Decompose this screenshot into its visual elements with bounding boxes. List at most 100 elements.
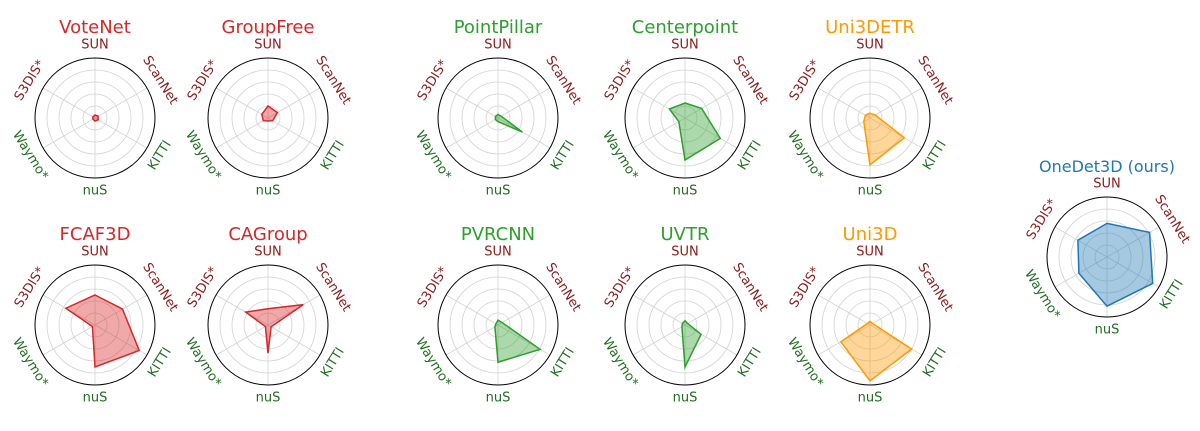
axis-label-nus: nuS — [83, 391, 108, 406]
grid-spoke — [632, 117, 686, 149]
axis-label-scannet: ScanNet — [542, 53, 584, 107]
grid-spoke — [215, 324, 269, 356]
grid-spoke — [497, 294, 551, 326]
chart-title: CAGroup — [228, 224, 307, 245]
chart-title: Centerpoint — [632, 17, 739, 38]
grid-spoke — [94, 294, 148, 326]
grid-spoke — [684, 87, 738, 119]
grid-spoke — [869, 324, 923, 356]
axis-label-waymo: Waymo* — [1021, 267, 1063, 322]
series-area — [494, 113, 523, 133]
radar-panel-pointpillar: PointPillarSUNScanNetKITTInuSWaymo*S3DIS… — [412, 17, 584, 199]
grid-spoke — [497, 117, 551, 149]
axis-label-nus: nuS — [1095, 323, 1120, 338]
series-area — [260, 104, 279, 122]
axis-label-waymo: Waymo* — [182, 335, 224, 390]
grid-spoke — [869, 117, 923, 149]
axis-label-waymo: Waymo* — [9, 335, 51, 390]
grid-spoke — [632, 294, 686, 326]
axis-label-sun: SUN — [671, 245, 699, 260]
grid-spoke — [869, 87, 923, 119]
axis-label-s3dis: S3DIS* — [787, 264, 824, 311]
radar-frame — [809, 264, 931, 386]
grid-spoke — [267, 324, 321, 356]
axis-label-waymo: Waymo* — [784, 335, 826, 390]
axis-label-scannet: ScanNet — [729, 260, 771, 314]
grid-spoke — [94, 87, 148, 119]
axis-label-waymo: Waymo* — [599, 335, 641, 390]
series-area — [243, 303, 304, 354]
grid-spoke — [94, 117, 148, 149]
series-area — [64, 294, 141, 369]
axis-label-nus: nuS — [673, 391, 698, 406]
chart-title: Uni3D — [843, 224, 898, 245]
grid-spoke — [445, 117, 499, 149]
axis-label-nus: nuS — [256, 391, 281, 406]
series-area — [839, 320, 913, 382]
grid-spoke — [42, 117, 96, 149]
grid-spoke — [215, 87, 269, 119]
chart-title: UVTR — [661, 224, 710, 245]
axis-label-scannet: ScanNet — [312, 53, 354, 107]
radar-frame — [809, 57, 931, 179]
axis-label-scannet: ScanNet — [312, 260, 354, 314]
axis-label-waymo: Waymo* — [784, 128, 826, 183]
axis-label-nus: nuS — [486, 184, 511, 199]
grid-spoke — [445, 294, 499, 326]
axis-label-scannet: ScanNet — [542, 260, 584, 314]
axis-label-sun: SUN — [81, 245, 109, 260]
grid-spoke — [817, 294, 871, 326]
chart-title: VoteNet — [59, 17, 131, 38]
grid-spoke — [215, 117, 269, 149]
grid-spoke — [267, 117, 321, 149]
grid-spoke — [869, 294, 923, 326]
axis-label-waymo: Waymo* — [412, 335, 454, 390]
axis-label-scannet: ScanNet — [1151, 192, 1193, 246]
axis-label-s3dis: S3DIS* — [185, 57, 222, 104]
radar-frame — [624, 57, 746, 179]
axis-label-s3dis: S3DIS* — [602, 264, 639, 311]
axis-label-sun: SUN — [254, 38, 282, 53]
grid-spoke — [267, 294, 321, 326]
axis-label-waymo: Waymo* — [182, 128, 224, 183]
axis-label-waymo: Waymo* — [9, 128, 51, 183]
axis-label-sun: SUN — [484, 38, 512, 53]
chart-title: FCAF3D — [60, 224, 131, 245]
grid-spoke — [1054, 226, 1108, 258]
axis-label-s3dis: S3DIS* — [787, 57, 824, 104]
axis-label-s3dis: S3DIS* — [12, 57, 49, 104]
grid-spoke — [632, 87, 686, 119]
series-area — [92, 114, 99, 122]
axis-label-sun: SUN — [484, 245, 512, 260]
grid-spoke — [1106, 256, 1160, 288]
grid-spoke — [497, 87, 551, 119]
axis-label-sun: SUN — [856, 38, 884, 53]
radar-frame — [1046, 196, 1168, 318]
grid-spoke — [684, 117, 738, 149]
axis-label-s3dis: S3DIS* — [1024, 196, 1061, 243]
chart-title: Uni3DETR — [825, 17, 915, 38]
grid-spoke — [1054, 256, 1108, 288]
axis-label-s3dis: S3DIS* — [602, 57, 639, 104]
axis-label-nus: nuS — [256, 184, 281, 199]
axis-label-scannet: ScanNet — [139, 260, 181, 314]
axis-label-sun: SUN — [81, 38, 109, 53]
axis-label-s3dis: S3DIS* — [185, 264, 222, 311]
axis-label-sun: SUN — [1093, 177, 1121, 192]
radar-frame — [207, 57, 329, 179]
grid-spoke — [817, 117, 871, 149]
chart-title: PointPillar — [454, 17, 543, 38]
axis-label-scannet: ScanNet — [139, 53, 181, 107]
axis-label-sun: SUN — [856, 245, 884, 260]
grid-spoke — [684, 294, 738, 326]
radar-panel-onedet3d-ours: OneDet3D (ours)SUNScanNetKITTInuSWaymo*S… — [1021, 157, 1193, 338]
grid-spoke — [497, 324, 551, 356]
grid-spoke — [632, 324, 686, 356]
